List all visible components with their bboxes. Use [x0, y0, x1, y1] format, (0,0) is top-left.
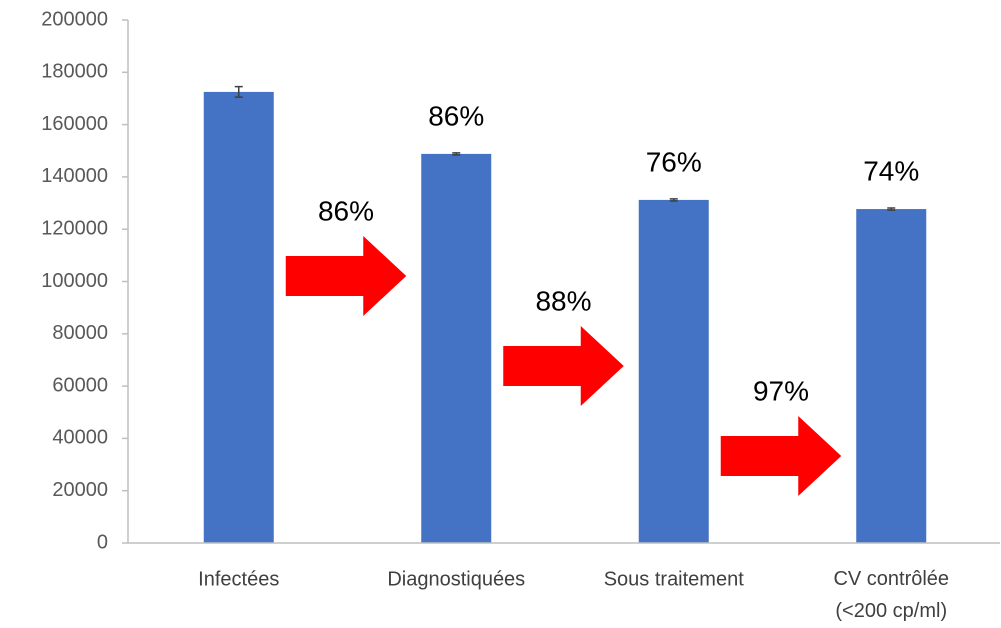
error-bar — [887, 207, 896, 211]
y-tick-label: 60000 — [52, 374, 108, 396]
bar — [421, 153, 492, 543]
y-tick-label: 100000 — [41, 270, 108, 292]
arrow — [285, 236, 407, 316]
error-bar — [669, 198, 678, 202]
y-tick-label: 120000 — [41, 217, 108, 239]
y-tick-label: 80000 — [52, 322, 108, 344]
arrow-label: 88% — [535, 285, 591, 316]
y-tick-label: 160000 — [41, 113, 108, 135]
y-tick-label: 0 — [97, 531, 108, 553]
x-tick-label: Diagnostiquées — [387, 568, 525, 590]
bar-annotation: 86% — [428, 100, 484, 131]
error-bar — [452, 152, 461, 156]
bar — [638, 199, 709, 544]
bar-annotation: 74% — [863, 155, 919, 186]
arrow — [503, 326, 624, 406]
bar — [203, 91, 274, 543]
x-tick-label: Infectées — [198, 568, 279, 590]
y-tick-label: 140000 — [41, 165, 108, 187]
x-tick-label: Sous traitement — [604, 568, 745, 590]
y-tick-label: 40000 — [52, 427, 108, 449]
y-tick-label: 180000 — [41, 61, 108, 83]
bar — [856, 209, 927, 543]
bar-annotation: 76% — [646, 146, 702, 177]
y-tick-label: 20000 — [52, 479, 108, 501]
arrow-label: 97% — [753, 375, 809, 406]
error-bar — [234, 85, 243, 98]
x-tick-label: CV contrôlée (<200 cp/ml) — [833, 568, 949, 622]
arrow-label: 86% — [318, 195, 374, 226]
y-tick-label: 200000 — [41, 8, 108, 30]
arrow — [720, 416, 842, 496]
